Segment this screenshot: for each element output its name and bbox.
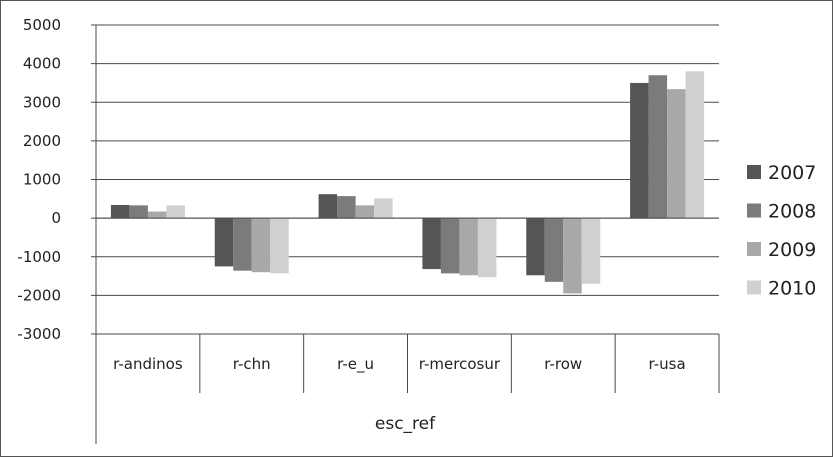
bar (544, 218, 564, 282)
bar (214, 218, 234, 267)
y-tick-label: 1000 (23, 171, 61, 189)
bar (581, 218, 601, 284)
legend-swatch (747, 203, 761, 218)
y-tick-label: 4000 (23, 55, 61, 73)
legend-label: 2008 (768, 201, 816, 223)
y-tick-label: -1000 (17, 248, 61, 266)
category-label: r-usa (649, 355, 686, 373)
bars (110, 71, 705, 294)
legend-swatch (747, 165, 761, 179)
legend-swatch (747, 242, 761, 256)
category-labels: r-andinos r-chn r-e_u r-mercosur r-row r-usa (113, 355, 685, 374)
group-axis-label: esc_ref (375, 414, 436, 434)
bar (526, 218, 545, 276)
category-label: r-mercosur (419, 355, 501, 373)
bar (374, 198, 393, 219)
y-tick-label: 2000 (23, 132, 61, 150)
bar (477, 218, 497, 278)
y-tick-label: -2000 (17, 286, 61, 304)
axes (91, 24, 720, 444)
category-label: r-e_u (337, 355, 374, 374)
bar (129, 205, 148, 219)
category-label: r-andinos (113, 355, 183, 373)
y-tick-label: 5000 (23, 16, 61, 34)
bar (685, 71, 705, 219)
bar (630, 82, 649, 219)
bar (147, 211, 167, 219)
bar (563, 218, 582, 294)
bar (251, 218, 271, 273)
bar (270, 218, 289, 274)
legend-label: 2009 (768, 239, 816, 261)
bar (355, 205, 375, 219)
y-tick-label: 3000 (23, 93, 61, 111)
gridlines (96, 24, 719, 335)
bar (318, 194, 338, 219)
bar (422, 218, 441, 270)
bar (440, 218, 460, 274)
bar (648, 75, 668, 219)
legend-swatch (747, 280, 761, 295)
y-tick-label: -3000 (17, 325, 61, 343)
y-tick-label: 0 (51, 209, 61, 227)
category-label: r-row (544, 355, 582, 373)
legend-label: 2010 (768, 278, 816, 300)
category-label: r-chn (233, 355, 271, 373)
bar (166, 205, 185, 219)
y-tick-labels: 5000 4000 3000 2000 1000 0 -1000 -2000 -3000 (17, 16, 61, 343)
legend-label: 2007 (768, 162, 816, 184)
bar (667, 89, 686, 219)
bar (233, 218, 252, 271)
bar (459, 218, 478, 276)
legend: 2007 2008 2009 2010 (747, 162, 816, 300)
bar (110, 204, 130, 219)
bar (337, 196, 356, 219)
